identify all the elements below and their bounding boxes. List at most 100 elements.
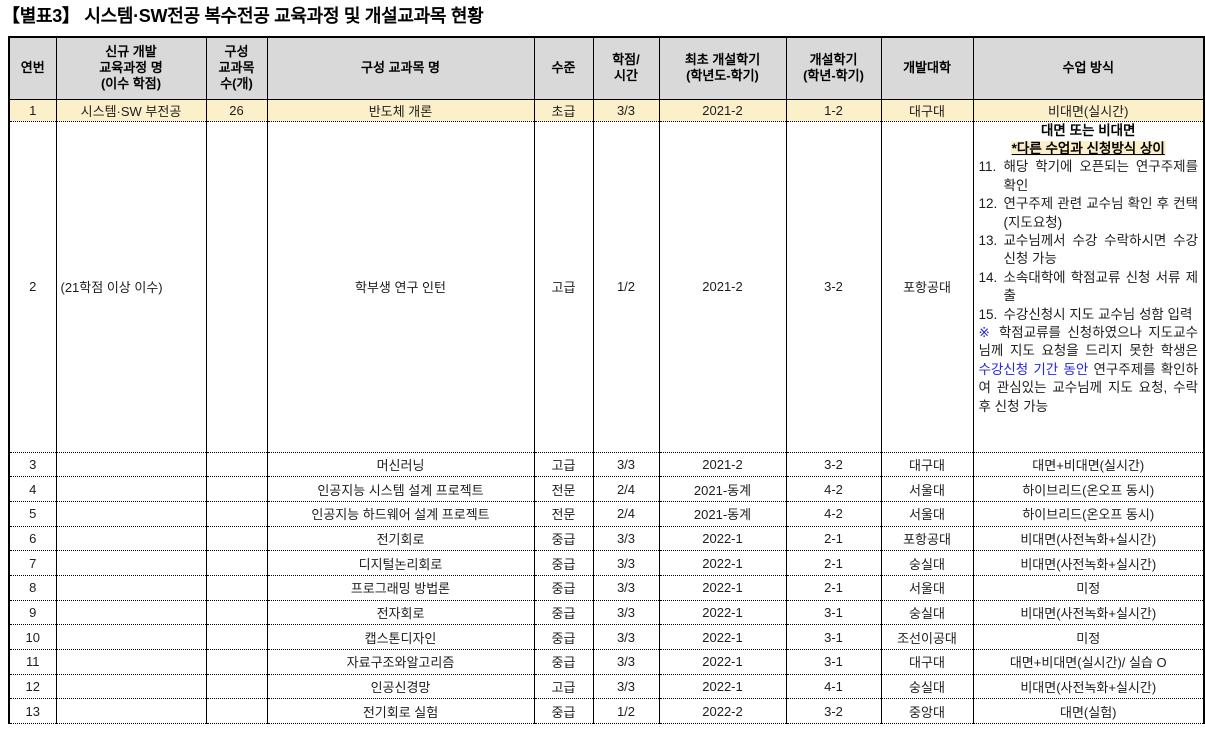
cell-univ: 포항공대 — [880, 525, 974, 551]
cell-univ: 조선이공대 — [880, 624, 974, 650]
document-page: 【별표3】 시스템·SW전공 복수전공 교육과정 및 개설교과목 현황 연번 신… — [0, 4, 1205, 725]
cell-level: 전문 — [533, 476, 594, 502]
cell-program — [55, 649, 207, 675]
table-row: 11 자료구조와알고리즘 중급 3/3 2022-1 3-1 대구대 대면+비대면(실시간)/… — [8, 649, 1205, 675]
col-header-no: 연번 — [8, 37, 57, 100]
cell-first: 2022-1 — [658, 525, 787, 551]
cell-credit: 3/3 — [592, 451, 660, 477]
cell-program — [55, 624, 207, 650]
cell-program — [55, 525, 207, 551]
cell-program: (21학점 이상 이수) — [55, 120, 207, 452]
cell-credit: 3/3 — [592, 624, 660, 650]
cell-course: 캡스톤디자인 — [266, 624, 535, 650]
cell-credit: 1/2 — [592, 120, 660, 452]
col-header-course-count: 구성 교과목 수(개) — [205, 37, 268, 100]
table-row: 13 전기회로 실험 중급 1/2 2022-2 3-2 중앙대 대면(실험) — [8, 698, 1205, 725]
cell-semester: 3-1 — [785, 649, 882, 675]
cell-course: 인공지능 하드웨어 설계 프로젝트 — [266, 500, 535, 527]
cell-first: 2021-동계 — [658, 500, 787, 527]
cell-semester: 3-1 — [785, 599, 882, 625]
cell-no: 5 — [8, 500, 57, 527]
cell-credit: 3/3 — [592, 649, 660, 675]
cell-course: 프로그래밍 방법론 — [266, 574, 535, 601]
cell-level: 중급 — [533, 624, 594, 650]
method-headline: 대면 또는 비대면 — [1041, 122, 1136, 138]
method-step-text: 해당 학기에 오픈되는 연구주제를 확인 — [1003, 159, 1199, 193]
method-step-number: 14. — [978, 269, 998, 285]
cell-credit: 3/3 — [592, 550, 660, 576]
method-note-text: 학점교류를 신청하였으나 지도교수님께 지도 요청을 드리지 못한 학생은 — [978, 324, 1199, 359]
method-step-number: 12. — [978, 196, 998, 212]
cell-no: 1 — [8, 98, 57, 121]
method-notice-line: *다른 수업과 신청방식 상이 — [979, 140, 1199, 158]
cell-level: 중급 — [533, 649, 594, 675]
method-step-number: 11. — [978, 159, 997, 175]
cell-first: 2022-1 — [658, 574, 787, 601]
cell-program — [55, 550, 207, 576]
cell-method: 대면+비대면(실시간) — [972, 451, 1205, 477]
cell-level: 중급 — [533, 698, 594, 725]
cell-first: 2022-1 — [658, 673, 787, 699]
col-header-university: 개발대학 — [880, 37, 974, 100]
col-header-credit-hours: 학점/ 시간 — [592, 37, 660, 100]
method-notice: *다른 수업과 신청방식 상이 — [1010, 140, 1166, 156]
cell-course: 디지털논리회로 — [266, 550, 535, 576]
table-row: 4 인공지능 시스템 설계 프로젝트 전문 2/4 2021-동계 4-2 서울대 하이브리드… — [8, 476, 1205, 502]
cell-first: 2022-1 — [658, 599, 787, 625]
cell-no: 6 — [8, 525, 57, 551]
cell-univ: 서울대 — [880, 574, 974, 601]
cell-no: 11 — [8, 649, 57, 675]
cell-program — [55, 574, 207, 601]
col-header-program: 신규 개발 교육과정 명 (이수 학점) — [55, 37, 207, 100]
cell-program — [55, 500, 207, 527]
cell-credit: 3/3 — [592, 599, 660, 625]
cell-level: 전문 — [533, 500, 594, 527]
cell-count — [205, 624, 268, 650]
cell-level: 고급 — [533, 451, 594, 477]
method-step: 12. 연구주제 관련 교수님 확인 후 컨택(지도요청) — [979, 195, 1199, 232]
cell-credit: 3/3 — [592, 673, 660, 699]
col-header-first-semester: 최초 개설학기 (학년도-학기) — [658, 37, 787, 100]
cell-credit: 2/4 — [592, 476, 660, 502]
cell-count — [205, 550, 268, 576]
method-note-blue-text: 수강신청 기간 동안 — [978, 361, 1089, 377]
method-step: 11. 해당 학기에 오픈되는 연구주제를 확인 — [979, 158, 1199, 195]
method-note: ※ 학점교류를 신청하였으나 지도교수님께 지도 요청을 드리지 못한 학생은 … — [979, 324, 1199, 416]
cell-course: 자료구조와알고리즘 — [266, 649, 535, 675]
cell-method: 미정 — [972, 574, 1205, 601]
cell-level: 중급 — [533, 599, 594, 625]
cell-count — [205, 599, 268, 625]
cell-no: 4 — [8, 476, 57, 502]
cell-course: 전기회로 — [266, 525, 535, 551]
method-step: 15. 수강신청시 지도 교수님 성함 입력 — [979, 306, 1199, 324]
cell-method: 하이브리드(온오프 동시) — [972, 476, 1205, 502]
cell-univ: 대구대 — [880, 451, 974, 477]
cell-no: 9 — [8, 599, 57, 625]
cell-method: 대면(실험) — [972, 698, 1205, 725]
table-row: 3 머신러닝 고급 3/3 2021-2 3-2 대구대 대면+비대면(실시간) — [8, 451, 1205, 477]
page-title: 【별표3】 시스템·SW전공 복수전공 교육과정 및 개설교과목 현황 — [2, 6, 484, 26]
cell-credit: 3/3 — [592, 574, 660, 601]
cell-first: 2021-2 — [658, 120, 787, 452]
cell-count — [205, 574, 268, 601]
table-row: 1 시스템·SW 부전공 26 반도체 개론 초급 3/3 2021-2 1-2 대구대 비대면(… — [8, 98, 1205, 121]
cell-method: 대면+비대면(실시간)/ 실습 O — [972, 649, 1205, 675]
method-note-marker: ※ — [978, 324, 993, 340]
cell-semester: 4-2 — [785, 476, 882, 502]
method-step-text: 연구주제 관련 교수님 확인 후 컨택(지도요청) — [1003, 196, 1199, 230]
method-step: 13. 교수님께서 수강 수락하시면 수강신청 가능 — [979, 232, 1199, 269]
cell-method: 비대면(실시간) — [972, 98, 1205, 121]
cell-univ: 서울대 — [880, 500, 974, 527]
cell-level: 중급 — [533, 525, 594, 551]
cell-univ: 대구대 — [880, 98, 974, 121]
cell-first: 2021-동계 — [658, 476, 787, 502]
method-step-text: 소속대학에 학점교류 신청 서류 제출 — [1003, 269, 1199, 304]
cell-method: 비대면(사전녹화+실시간) — [972, 525, 1205, 551]
cell-univ: 중앙대 — [880, 698, 974, 725]
cell-course: 머신러닝 — [266, 451, 535, 477]
table-row: 5 인공지능 하드웨어 설계 프로젝트 전문 2/4 2021-동계 4-2 서울대 하이브리… — [8, 500, 1205, 527]
table-row: 12 인공신경망 고급 3/3 2022-1 4-1 숭실대 비대면(사전녹화+실시간) — [8, 673, 1205, 699]
cell-count — [205, 451, 268, 477]
cell-semester: 1-2 — [785, 98, 882, 121]
col-header-course-name: 구성 교과목 명 — [266, 37, 535, 100]
